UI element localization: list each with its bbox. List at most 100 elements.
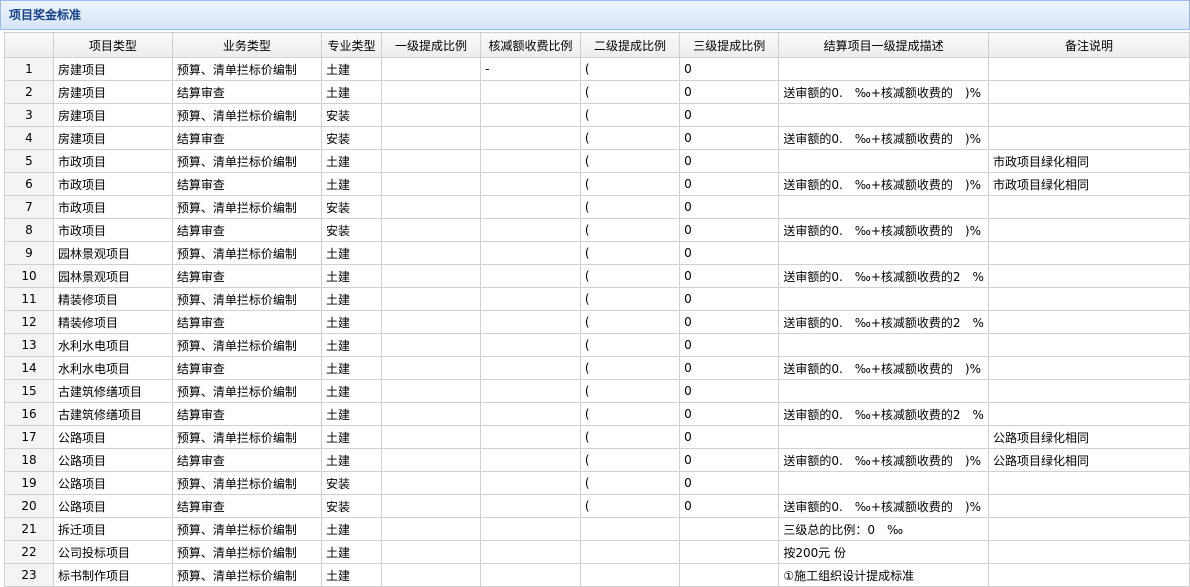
table-cell: 0 <box>679 356 780 380</box>
table-cell: 土建 <box>321 356 382 380</box>
column-header: 项目类型 <box>52 32 173 58</box>
table-cell <box>987 471 1190 495</box>
table-cell: 0 <box>679 149 780 173</box>
table-cell: 结算审查 <box>171 448 323 472</box>
table-cell: 0 <box>679 494 780 518</box>
table-row: 14 水利水电项目 结算审查 土建 (0 送审额的0. ‰+核减额收费的 )% <box>4 356 1190 380</box>
table-row: 6 市政项目 结算审查 土建 (0 送审额的0. ‰+核减额收费的 )% 市政项目绿化相同 <box>4 172 1190 196</box>
table-cell <box>987 494 1190 518</box>
table-cell <box>987 356 1190 380</box>
table-row: 12 精装修项目 结算审查 土建 (0 送审额的0. ‰+核减额收费的2 % <box>4 310 1190 334</box>
table-cell: 水利水电项目 <box>52 356 173 380</box>
table-cell <box>380 425 482 449</box>
table-cell: 结算审查 <box>171 80 323 104</box>
header-cell <box>4 32 54 58</box>
table-cell: 0 <box>679 172 780 196</box>
table-row: 15 古建筑修缮项目 预算、清单拦标价编制 土建 (0 <box>4 379 1190 403</box>
table-cell <box>480 402 581 426</box>
row-number: 21 <box>4 517 54 541</box>
table-cell: 预算、清单拦标价编制 <box>171 425 323 449</box>
table-cell: 0 <box>679 57 780 81</box>
table-cell: 0 <box>679 471 780 495</box>
table-cell <box>380 172 482 196</box>
table-cell <box>987 264 1190 288</box>
table-cell <box>380 287 482 311</box>
table-cell <box>480 333 581 357</box>
table-cell <box>380 448 482 472</box>
table-cell: 按200元 份 <box>778 540 989 564</box>
table-row: 5 市政项目 预算、清单拦标价编制 土建 (0 市政项目绿化相同 <box>4 149 1190 173</box>
table-cell: 预算、清单拦标价编制 <box>171 287 323 311</box>
table-cell: ( <box>579 356 681 380</box>
table-cell: 古建筑修缮项目 <box>52 402 173 426</box>
table-cell <box>380 103 482 127</box>
table-cell <box>380 379 482 403</box>
table-cell <box>778 241 989 265</box>
table-cell: 市政项目绿化相同 <box>987 172 1190 196</box>
table-cell <box>480 471 581 495</box>
table-cell <box>987 333 1190 357</box>
table-cell <box>480 126 581 150</box>
table-cell <box>480 287 581 311</box>
table-cell <box>480 80 581 104</box>
table-cell: 公路项目 <box>52 425 173 449</box>
column-header: 业务类型 <box>171 32 323 58</box>
table-cell <box>778 149 989 173</box>
table-cell <box>480 540 581 564</box>
table-row: 23 标书制作项目 预算、清单拦标价编制 土建 ①施工组织设计提成标准 <box>4 563 1190 587</box>
table-cell <box>987 80 1190 104</box>
table-cell: 结算审查 <box>171 402 323 426</box>
table-cell <box>480 264 581 288</box>
table-cell: ( <box>579 149 681 173</box>
table-cell: 预算、清单拦标价编制 <box>171 195 323 219</box>
table-cell <box>679 540 780 564</box>
table-cell <box>778 57 989 81</box>
row-number: 14 <box>4 356 54 380</box>
table-cell: 园林景观项目 <box>52 241 173 265</box>
table-cell <box>480 517 581 541</box>
table-cell <box>380 494 482 518</box>
table-cell <box>778 425 989 449</box>
table-cell: 结算审查 <box>171 264 323 288</box>
table-row: 2 房建项目 结算审查 土建 (0 送审额的0. ‰+核减额收费的 )% <box>4 80 1190 104</box>
table-cell: 0 <box>679 379 780 403</box>
row-number: 19 <box>4 471 54 495</box>
table-cell: 0 <box>679 448 780 472</box>
table-cell: 结算审查 <box>171 218 323 242</box>
table-cell: 送审额的0. ‰+核减额收费的 )% <box>778 448 989 472</box>
table-cell <box>987 563 1190 587</box>
table-cell: 房建项目 <box>52 57 173 81</box>
table-cell: 0 <box>679 425 780 449</box>
table-cell: 送审额的0. ‰+核减额收费的 )% <box>778 356 989 380</box>
column-header: 核减额收费比例 <box>480 32 581 58</box>
table-cell: ( <box>579 126 681 150</box>
table-cell <box>987 310 1190 334</box>
table-cell <box>480 195 581 219</box>
table-cell: 土建 <box>321 540 382 564</box>
table-row: 22 公司投标项目 预算、清单拦标价编制 土建 按200元 份 <box>4 540 1190 564</box>
table-cell: 标书制作项目 <box>52 563 173 587</box>
row-number: 4 <box>4 126 54 150</box>
table-row: 10 园林景观项目 结算审查 土建 (0 送审额的0. ‰+核减额收费的2 % <box>4 264 1190 288</box>
table-cell <box>380 471 482 495</box>
table-cell: ( <box>579 471 681 495</box>
table-cell <box>480 356 581 380</box>
table-cell <box>380 195 482 219</box>
table-cell: 送审额的0. ‰+核减额收费的2 % <box>778 310 989 334</box>
table-cell: ( <box>579 425 681 449</box>
table-cell: 预算、清单拦标价编制 <box>171 103 323 127</box>
table-cell: 精装修项目 <box>52 310 173 334</box>
table-cell <box>380 57 482 81</box>
row-number: 9 <box>4 241 54 265</box>
table-cell: 市政项目 <box>52 172 173 196</box>
table-cell: 市政项目 <box>52 195 173 219</box>
table-cell: 安装 <box>321 195 382 219</box>
row-number: 20 <box>4 494 54 518</box>
table-cell <box>987 103 1190 127</box>
table-cell <box>480 310 581 334</box>
table-cell: 0 <box>679 126 780 150</box>
table-cell: 房建项目 <box>52 80 173 104</box>
table-cell <box>380 517 482 541</box>
table-cell: 送审额的0. ‰+核减额收费的 )% <box>778 218 989 242</box>
table-cell: ①施工组织设计提成标准 <box>778 563 989 587</box>
